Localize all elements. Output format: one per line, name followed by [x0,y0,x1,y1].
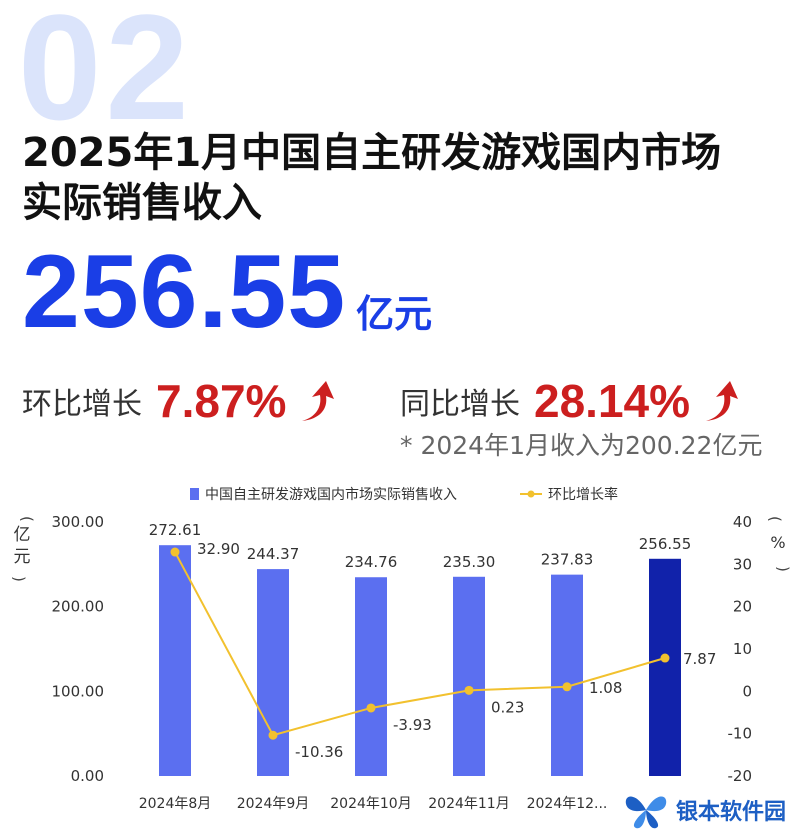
right-axis-tick-label: 0 [742,682,752,700]
mom-growth: 环比增长 7.87% [22,374,336,428]
mom-label: 环比增长 [22,387,142,422]
yoy-label: 同比增长 [400,387,520,422]
left-axis-unit-char: 元 [14,547,31,567]
bar [453,576,485,776]
bar-data-label: 272.61 [149,521,202,539]
left-axis-unit-bracket-open: ( [18,516,36,522]
title-line-2: 实际销售收入 [22,180,262,226]
line-point [170,547,180,557]
right-axis-unit-bracket-open: ( [766,516,784,522]
line-data-label: 7.87 [683,650,716,668]
x-axis-tick-label: 2024年10月 [330,796,411,812]
legend-line-label: 环比增长率 [548,486,618,503]
bar [257,569,289,776]
up-arrow-icon [302,381,335,421]
right-axis-tick-label: 10 [733,640,752,658]
yoy-value: 28.14% [534,375,691,427]
left-axis-tick-label: 300.00 [52,513,105,531]
watermark: 银本软件园 [622,790,786,830]
line-point [660,653,670,663]
line-point [464,685,474,695]
butterfly-logo-icon [625,796,667,829]
line-data-label: 32.90 [197,540,240,558]
title-line-1: 2025年1月中国自主研发游戏国内市场 [22,130,722,176]
x-axis-tick-label: 2024年11月 [428,796,509,812]
line-data-label: 0.23 [491,698,524,716]
right-axis-tick-label: 40 [733,513,752,531]
x-axis-tick-label: 2024年8月 [139,796,212,812]
left-axis-unit-bracket-close: ) [10,576,28,582]
legend-line-marker [527,490,535,498]
x-axis-tick-label: 2024年9月 [237,796,310,812]
bar-data-label: 256.55 [639,535,692,553]
line-point [366,703,376,713]
up-arrow-icon [706,381,739,421]
combo-chart: 中国自主研发游戏国内市场实际销售收入 环比增长率 ( 亿元) (%) 0.00 100.00… [10,486,792,812]
line-data-label: 1.08 [589,679,622,697]
page-title: 2025年1月中国自主研发游戏国内市场 实际销售收入 [22,128,721,228]
right-axis-tick-label: -10 [728,725,753,743]
bar-data-label: 244.37 [247,545,300,563]
right-axis-unit-bracket-close: ) [774,566,792,572]
watermark-text: 银本软件园 [676,800,787,825]
x-axis-tick-label: 2024年12... [527,796,608,812]
bar-data-label: 237.83 [541,551,594,569]
headline-value: 256.55 [22,234,347,350]
yoy-growth: 同比增长 28.14% [400,374,740,428]
left-axis-tick-label: 0.00 [71,767,104,785]
bar [551,574,583,776]
right-axis-tick-label: -20 [728,767,753,785]
background-number: 02 [18,0,193,151]
left-axis-tick-label: 200.00 [52,598,105,616]
headline-unit: 亿元 [356,292,433,336]
bar [355,577,387,776]
bar [649,558,681,776]
left-axis-unit-char: 亿 [14,525,31,545]
line-point [562,682,572,692]
left-axis-tick-label: 100.00 [52,682,105,700]
right-axis-tick-label: 20 [733,598,752,616]
growth-line [174,551,666,737]
legend-bar-swatch [190,488,199,500]
right-axis-tick-label: 30 [733,555,752,573]
mom-value: 7.87% [156,375,287,427]
right-axis-unit-label: % [770,533,785,552]
bar-data-label: 235.30 [443,553,496,571]
legend-bar-label: 中国自主研发游戏国内市场实际销售收入 [205,486,457,503]
line-point [268,730,278,740]
line-data-label: -10.36 [295,743,343,761]
bar-data-label: 234.76 [345,553,398,571]
bar [159,545,191,776]
line-data-label: -3.93 [393,716,432,734]
headline-metric: 256.55 亿元 [22,240,432,344]
footnote: * 2024年1月收入为200.22亿元 [400,431,763,460]
